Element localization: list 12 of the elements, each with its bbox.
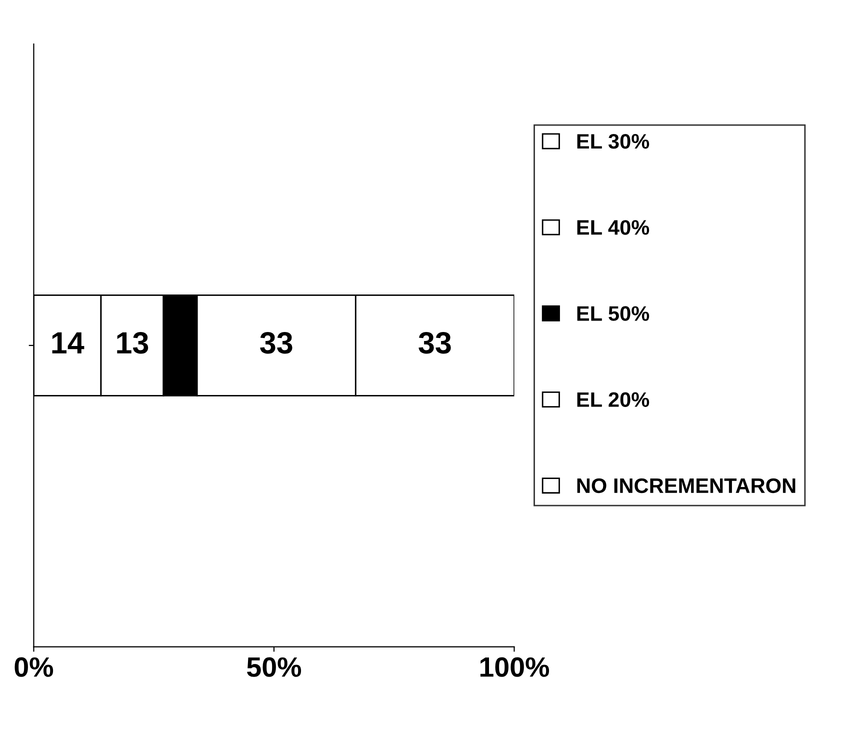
data-label: 14 — [52, 332, 84, 354]
legend-label: EL 50% — [577, 306, 650, 321]
x-tick-label: 0% — [14, 657, 54, 677]
x-tick-label: 100% — [480, 657, 550, 677]
data-label: 33 — [260, 332, 292, 354]
legend-label: EL 40% — [577, 220, 650, 235]
legend-label: EL 30% — [577, 134, 650, 149]
legend-label: EL 20% — [577, 392, 650, 407]
data-label: 33 — [418, 332, 451, 354]
legend-label: NO INCREMENTARON — [577, 478, 796, 494]
x-tick-label: 50% — [247, 657, 302, 677]
data-label: 13 — [117, 332, 148, 354]
